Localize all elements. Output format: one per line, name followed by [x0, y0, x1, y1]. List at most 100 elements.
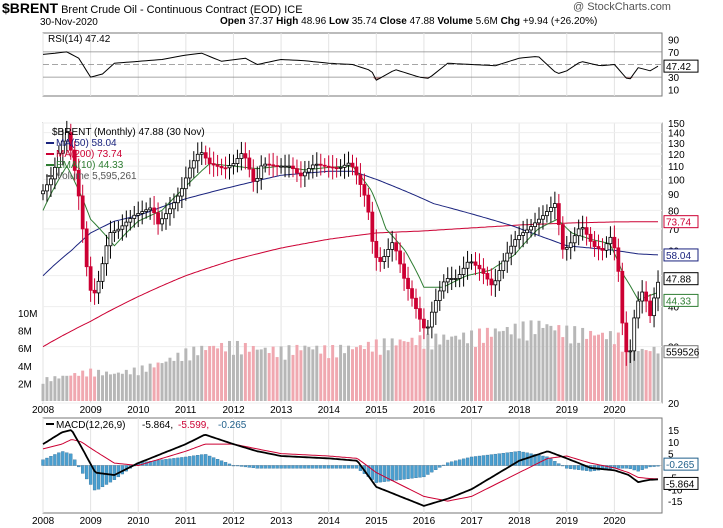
macd-histogram-bar: [327, 465, 331, 469]
macd-histogram-bar: [434, 465, 438, 470]
volume-bar: [192, 346, 196, 401]
candle-body: [255, 178, 260, 182]
candle-body: [441, 281, 446, 292]
macd-histogram-bar: [61, 451, 65, 466]
price-x-axis-tick: 2010: [127, 405, 150, 416]
price-axis-tick: 20: [668, 399, 680, 410]
macd-x-axis-tick: 2012: [222, 516, 245, 527]
watermark: @ StockCharts.com: [573, 1, 671, 13]
candle-body: [509, 245, 514, 254]
macd-histogram-bar: [57, 452, 61, 466]
candle-body: [461, 267, 466, 275]
volume-bar: [319, 353, 323, 401]
candle-body: [632, 317, 637, 352]
volume-bar: [597, 334, 601, 401]
candle-body: [183, 177, 188, 190]
candle-body: [334, 167, 339, 170]
macd-histogram-bar: [168, 458, 172, 466]
open-value: 37.37: [248, 16, 274, 27]
volume-bar: [323, 345, 327, 401]
close-last-value: 47.88: [666, 275, 691, 286]
volume-bar: [116, 372, 120, 401]
volume-axis-tick: 2M: [18, 379, 32, 390]
candle-body: [72, 149, 77, 171]
volume-bar: [386, 350, 390, 401]
candle-body: [318, 163, 323, 166]
volume-bar: [628, 350, 632, 401]
candle-body: [116, 228, 121, 232]
candle-body: [326, 165, 331, 168]
volume-last-value-box: [663, 345, 699, 359]
macd-histogram-bar: [513, 451, 517, 466]
candle-body: [124, 221, 129, 227]
volume-bar: [438, 344, 442, 401]
macd-histogram-bar: [493, 453, 497, 466]
macd-histogram-bar: [573, 465, 577, 470]
candle-body: [291, 165, 295, 170]
candle-body: [370, 211, 375, 242]
macd-histogram-bar: [49, 456, 53, 466]
candle-body: [386, 249, 391, 257]
volume-bar: [331, 345, 335, 401]
macd-last-value: -5.864: [666, 479, 695, 490]
rsi-axis-tick: 90: [668, 35, 680, 46]
candle-body: [239, 153, 244, 159]
volume-bar: [200, 345, 204, 401]
volume-bar: [45, 377, 49, 401]
macd-histogram-bar: [450, 461, 454, 466]
macd-histogram-bar: [382, 465, 386, 482]
ma50-last-value-box: [663, 248, 699, 262]
candle-body: [620, 270, 625, 324]
volume-bar: [394, 345, 398, 401]
macd-histogram-bar: [442, 464, 446, 466]
macd-histogram-bar: [85, 465, 89, 480]
volume-bar: [454, 335, 458, 401]
macd-histogram-bar: [334, 465, 339, 469]
macd-histogram-bar: [231, 465, 236, 467]
volume-bar: [462, 332, 466, 401]
macd-histogram-bar: [88, 465, 93, 485]
candle-body: [429, 311, 434, 328]
macd-hist-last-value: -0.265: [666, 460, 695, 471]
volume-bar: [124, 369, 128, 401]
macd-x-axis-tick: 2018: [508, 516, 531, 527]
high-label: High: [276, 16, 299, 27]
rsi-legend: RSI(14) 47.42: [48, 34, 111, 45]
candle-body: [525, 229, 529, 234]
volume-bar: [616, 332, 620, 401]
volume-bar: [541, 327, 545, 401]
candle-body: [596, 246, 601, 249]
macd-histogram-bar: [211, 457, 216, 466]
candle-body: [628, 350, 633, 353]
candle-body: [191, 160, 196, 169]
candle-body: [263, 163, 268, 167]
candle-body: [497, 270, 502, 282]
volume-bar: [81, 370, 85, 401]
volume-bar: [255, 349, 259, 401]
volume-bar: [545, 324, 549, 401]
volume-bar: [497, 331, 501, 401]
macd-histogram-bar: [620, 465, 624, 469]
low-label: Low: [328, 16, 349, 27]
volume-bar: [600, 332, 604, 401]
volume-bar: [509, 334, 513, 401]
ma200-line: [42, 221, 658, 348]
macd-x-axis-tick: 2009: [80, 516, 103, 527]
volume-bar: [557, 325, 561, 401]
volume-bar: [505, 327, 509, 401]
candle-body: [56, 152, 61, 168]
macd-histogram-bar: [69, 453, 73, 466]
volume-bar: [275, 357, 279, 401]
rsi-last-value-box: [663, 59, 699, 73]
candle-body: [449, 278, 454, 280]
candle-body: [592, 240, 597, 247]
volume-bar: [128, 374, 132, 401]
volume-bar: [216, 348, 220, 401]
volume-bar: [351, 349, 354, 401]
close-label: Close: [379, 16, 407, 27]
macd-axis-tick: -10: [668, 485, 683, 496]
volume-bar: [620, 351, 624, 401]
volume-bar: [533, 334, 537, 401]
volume-bar: [632, 342, 636, 401]
candle-body: [346, 162, 351, 166]
